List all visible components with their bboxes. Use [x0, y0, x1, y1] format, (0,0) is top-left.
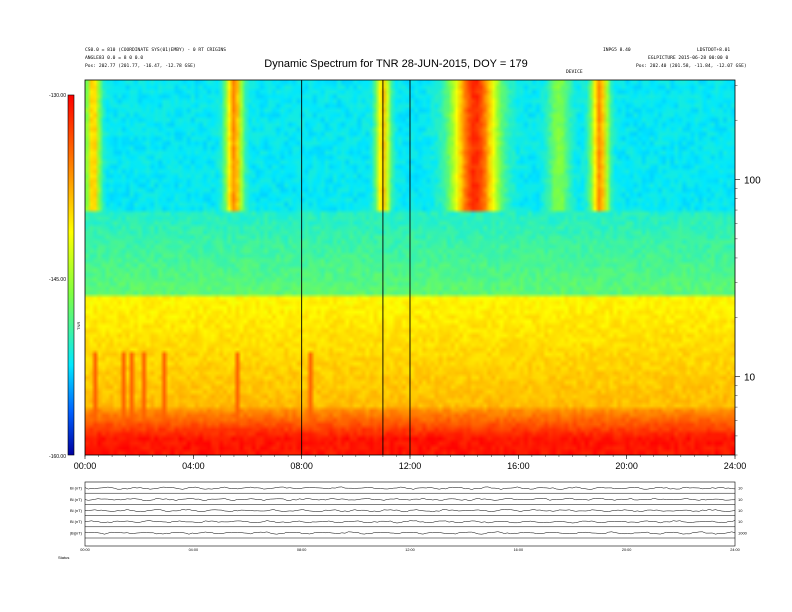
aux-x-tick-label-0: 00:00 [80, 548, 90, 552]
aux-label-0: Bi (nT) [70, 486, 83, 491]
chart-title: Dynamic Spectrum for TNR 28-JUN-2015, DO… [264, 58, 528, 70]
aux-label-4: |B|(nT) [70, 530, 83, 535]
aux-x-tick-label-2: 08:00 [297, 548, 307, 552]
aux-label-1: Bi (nT) [70, 497, 83, 502]
colorbar-label: TNR [76, 322, 81, 330]
x-tick-label-1: 04:00 [182, 461, 205, 471]
aux-right-label-1: 10 [738, 497, 743, 502]
y-tick-label-1: 10 [744, 373, 756, 384]
aux-x-tick-label-4: 16:00 [514, 548, 524, 552]
y-tick-label-0: 100 [744, 176, 761, 187]
colorbar-tick-top: -130.00 [49, 93, 66, 99]
colorbar-tick-bottom: -160.00 [49, 454, 66, 460]
aux-trace-1 [84, 497, 735, 501]
x-tick-label-4: 16:00 [507, 461, 530, 471]
event-lines [301, 80, 411, 455]
x-tick-label-0: 00:00 [74, 461, 97, 471]
aux-right-label-0: 10 [738, 486, 743, 491]
aux-footer-label: Status [58, 555, 69, 560]
header-left-line3: Pos: 202.77 (201.77, -16.47, -12.78 GSE) [85, 64, 196, 69]
aux-right-label-3: 10 [738, 519, 743, 524]
header-left-line1: CS0.0 = 810 (COORDINATE SYS(01)EMBY) - 0… [85, 48, 227, 53]
aux-frame [84, 481, 736, 547]
aux-label-2: Bi (nT) [70, 508, 83, 513]
aux-trace-0 [84, 486, 736, 490]
header-center-small: DEVICE [566, 70, 583, 75]
header-left-line2: ANGLE83 0.0 = 8 0 0.0 [85, 56, 144, 61]
x-tick-label-3: 12:00 [399, 461, 422, 471]
aux-x-tick-label-6: 24:00 [730, 548, 740, 552]
aux-trace-2 [84, 509, 736, 513]
colorbar-gradient [67, 94, 75, 456]
header-right-line1: INPG5 8.40 [603, 48, 631, 53]
aux-label-3: Bi (nT) [70, 519, 83, 524]
aux-panels: Bi (nT) 10 Bi (nT) 10 Bi (nT) 10 Bi (nT) 10 |B|(… [70, 481, 748, 552]
aux-right-label-4: 1000 [738, 530, 748, 535]
aux-trace-3 [84, 520, 736, 524]
y-axis: 100 10 [735, 85, 761, 456]
aux-x-tick-label-1: 04:00 [189, 548, 199, 552]
colorbar: -130.00 -145.00 -160.00 TNR [49, 93, 81, 460]
header-right-line2: LDSTDOT+8.01 [697, 48, 731, 53]
x-tick-label-5: 20:00 [615, 461, 638, 471]
x-tick-label-6: 24:00 [724, 461, 747, 471]
aux-x-tick-label-3: 12:00 [405, 548, 415, 552]
colorbar-tick-mid: -145.00 [49, 277, 66, 283]
header-right-line4: Pos: 202.40 (201.58, -11.84, -12.07 GSE) [636, 64, 747, 69]
aux-trace-4 [84, 531, 736, 535]
aux-x-tick-label-5: 20:00 [622, 548, 632, 552]
header-right-line3: EGLPICTURE 2015-06-28 00:00 0 [648, 56, 729, 61]
aux-right-label-2: 10 [738, 508, 743, 513]
x-axis: 00:00 04:00 08:00 12:00 16:00 20:00 24:00 [74, 455, 747, 471]
x-tick-label-2: 08:00 [290, 461, 313, 471]
